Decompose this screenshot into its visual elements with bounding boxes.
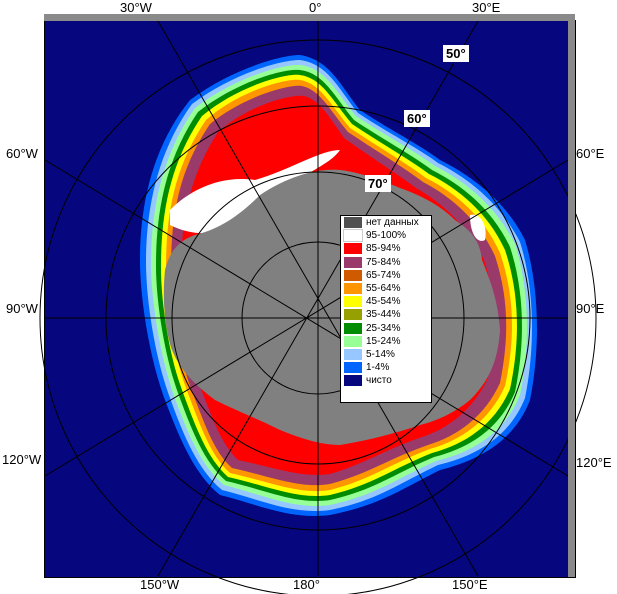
legend-item: 75-84%: [341, 256, 431, 269]
legend-item: 35-44%: [341, 308, 431, 321]
lat-label-70: 70°: [365, 175, 391, 192]
lon-label-0: 0°: [309, 0, 322, 15]
ice-concentration-legend: нет данных 95-100% 85-94% 75-84% 65-74% 55-64…: [340, 215, 432, 403]
ice-patch-95-100: [170, 150, 340, 234]
legend-swatch: [344, 296, 362, 308]
legend-swatch: [344, 217, 362, 229]
legend-swatch: [344, 375, 362, 387]
legend-swatch: [344, 348, 362, 360]
legend-label: 25-34%: [366, 322, 401, 334]
legend-label: чисто: [366, 375, 392, 387]
lon-label-90e: 90°E: [576, 301, 605, 316]
lon-label-90w: 90°W: [6, 301, 38, 316]
legend-item: 15-24%: [341, 335, 431, 348]
lon-label-150w: 150°W: [140, 577, 180, 592]
top-frame-bar: [44, 14, 575, 21]
legend-item: 95-100%: [341, 229, 431, 243]
lon-label-30w: 30°W: [120, 0, 152, 15]
lon-label-180: 180°: [293, 577, 320, 592]
legend-item: 5-14%: [341, 348, 431, 361]
lon-label-30e: 30°E: [472, 0, 501, 15]
lat-label-60: 60°: [404, 110, 430, 127]
legend-swatch: [344, 362, 362, 374]
lon-label-150e: 150°E: [452, 577, 488, 592]
legend-item: 1-4%: [341, 361, 431, 374]
legend-item: 25-34%: [341, 322, 431, 335]
lon-label-120e: 120°E: [576, 455, 612, 470]
legend-swatch: [344, 283, 362, 295]
legend-label: 95-100%: [366, 230, 407, 242]
legend-label: 5-14%: [366, 348, 395, 360]
legend-swatch: [344, 256, 362, 268]
lon-label-60w: 60°W: [6, 146, 38, 161]
legend-label: 65-74%: [366, 269, 401, 281]
legend-swatch: [344, 269, 362, 281]
legend-item: 45-54%: [341, 295, 431, 308]
legend-swatch: [343, 229, 363, 243]
legend-item: 55-64%: [341, 282, 431, 295]
lat-label-50: 50°: [443, 45, 469, 62]
legend-label: 75-84%: [366, 256, 401, 268]
legend-label: 85-94%: [366, 243, 401, 255]
lon-label-60e: 60°E: [576, 146, 605, 161]
legend-label: 45-54%: [366, 296, 401, 308]
legend-label: 1-4%: [366, 362, 390, 374]
legend-swatch: [344, 322, 362, 334]
legend-item: 85-94%: [341, 242, 431, 255]
legend-swatch: [344, 335, 362, 347]
ice-patch-95-100: [470, 214, 486, 241]
legend-label: 15-24%: [366, 335, 401, 347]
legend-label: 35-44%: [366, 309, 401, 321]
legend-swatch: [344, 309, 362, 321]
graticule: [39, 20, 597, 594]
legend-item: чисто: [341, 374, 431, 387]
lon-label-120w: 120°W: [2, 452, 42, 467]
legend-label: 55-64%: [366, 283, 401, 295]
legend-swatch: [344, 243, 362, 255]
legend-item: нет данных: [341, 216, 431, 229]
legend-item: 65-74%: [341, 269, 431, 282]
legend-label: нет данных: [366, 217, 419, 229]
right-frame-bar: [568, 20, 575, 577]
